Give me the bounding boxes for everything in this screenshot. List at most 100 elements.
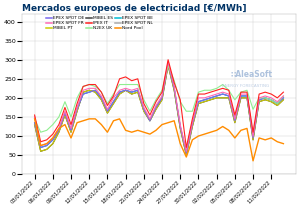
EPEX SPOT NL (130, 91, 134, 93)
EPEX SPOT NL (63, 112, 67, 114)
Line: EPEX SPOT FR: EPEX SPOT FR (34, 62, 284, 151)
MIBEL ES (112, 102, 115, 105)
Line: EPEX SPOT DE: EPEX SPOT DE (34, 64, 284, 153)
MIBEL PT (269, 101, 273, 103)
EPEX SPOT DE (172, 87, 176, 90)
EPEX SPOT DE (215, 95, 218, 97)
MIBEL PT (209, 98, 212, 101)
EPEX SPOT FR (118, 89, 122, 92)
EPEX SPOT DE (227, 95, 231, 97)
MIBEL PT (275, 104, 279, 107)
EPEX SPOT DE (239, 95, 243, 97)
EPEX SPOT FR (57, 127, 61, 130)
N2EX UK (190, 110, 194, 112)
EPEX SPOT FR (106, 108, 109, 111)
EPEX SPOT FR (172, 85, 176, 88)
MIBEL PT (142, 110, 146, 112)
Nord Pool (69, 137, 73, 139)
EPEX SPOT NL (221, 93, 224, 95)
MIBEL PT (196, 102, 200, 105)
MIBEL PT (160, 98, 164, 101)
MIBEL ES (106, 112, 109, 114)
EPEX SPOT BE (148, 120, 152, 122)
N2EX UK (160, 89, 164, 92)
EPEX SPOT NL (51, 139, 55, 141)
EPEX SPOT FR (142, 106, 146, 109)
Nord Pool (142, 131, 146, 134)
MIBEL ES (130, 93, 134, 95)
MIBEL ES (196, 102, 200, 105)
EPEX SPOT BE (112, 101, 115, 103)
EPEX SPOT BE (87, 91, 91, 93)
EPEX SPOT NL (106, 110, 109, 112)
EPEX SPOT BE (209, 97, 212, 99)
Nord Pool (184, 156, 188, 158)
N2EX UK (209, 89, 212, 92)
IPEX IT (39, 140, 43, 143)
MIBEL ES (257, 101, 261, 103)
N2EX UK (75, 97, 79, 99)
EPEX SPOT BE (245, 95, 249, 97)
Nord Pool (148, 133, 152, 135)
IPEX IT (69, 123, 73, 126)
MIBEL PT (263, 98, 267, 101)
Nord Pool (100, 123, 103, 126)
IPEX IT (275, 97, 279, 99)
EPEX SPOT FR (233, 118, 237, 120)
Line: N2EX UK: N2EX UK (34, 65, 284, 132)
Nord Pool (81, 120, 85, 122)
EPEX SPOT NL (203, 98, 206, 101)
EPEX SPOT DE (51, 139, 55, 141)
EPEX SPOT FR (166, 60, 170, 63)
EPEX SPOT BE (227, 95, 231, 97)
N2EX UK (263, 97, 267, 99)
N2EX UK (215, 87, 218, 90)
EPEX SPOT BE (154, 106, 158, 109)
MIBEL ES (87, 89, 91, 92)
EPEX SPOT FR (51, 137, 55, 139)
EPEX SPOT FR (69, 127, 73, 130)
EPEX SPOT NL (45, 144, 49, 147)
IPEX IT (178, 98, 182, 101)
EPEX SPOT DE (106, 110, 109, 112)
EPEX SPOT DE (257, 98, 261, 101)
EPEX SPOT BE (51, 139, 55, 141)
EPEX SPOT BE (263, 97, 267, 99)
N2EX UK (154, 98, 158, 101)
EPEX SPOT BE (239, 95, 243, 97)
N2EX UK (87, 83, 91, 86)
EPEX SPOT BE (142, 108, 146, 111)
EPEX SPOT FR (112, 97, 115, 99)
EPEX SPOT FR (81, 89, 85, 92)
EPEX SPOT NL (245, 95, 249, 97)
EPEX SPOT DE (118, 91, 122, 93)
EPEX SPOT FR (221, 91, 224, 93)
N2EX UK (227, 89, 231, 92)
EPEX SPOT NL (154, 106, 158, 109)
IPEX IT (166, 59, 170, 61)
EPEX SPOT BE (136, 89, 140, 92)
MIBEL PT (94, 91, 97, 93)
EPEX SPOT DE (57, 129, 61, 131)
EPEX SPOT DE (136, 89, 140, 92)
EPEX SPOT NL (215, 95, 218, 97)
Nord Pool (112, 120, 115, 122)
N2EX UK (178, 101, 182, 103)
EPEX SPOT FR (239, 93, 243, 95)
IPEX IT (257, 93, 261, 95)
EPEX SPOT NL (209, 97, 212, 99)
N2EX UK (282, 95, 285, 97)
EPEX SPOT FR (190, 121, 194, 124)
MIBEL ES (227, 97, 231, 99)
EPEX SPOT NL (190, 123, 194, 126)
Nord Pool (209, 131, 212, 134)
EPEX SPOT DE (209, 97, 212, 99)
EPEX SPOT DE (269, 98, 273, 101)
EPEX SPOT BE (94, 89, 97, 92)
IPEX IT (263, 91, 267, 93)
Nord Pool (57, 127, 61, 130)
EPEX SPOT FR (100, 95, 103, 97)
EPEX SPOT FR (178, 123, 182, 126)
Nord Pool (282, 142, 285, 145)
Line: IPEX IT: IPEX IT (34, 60, 284, 148)
